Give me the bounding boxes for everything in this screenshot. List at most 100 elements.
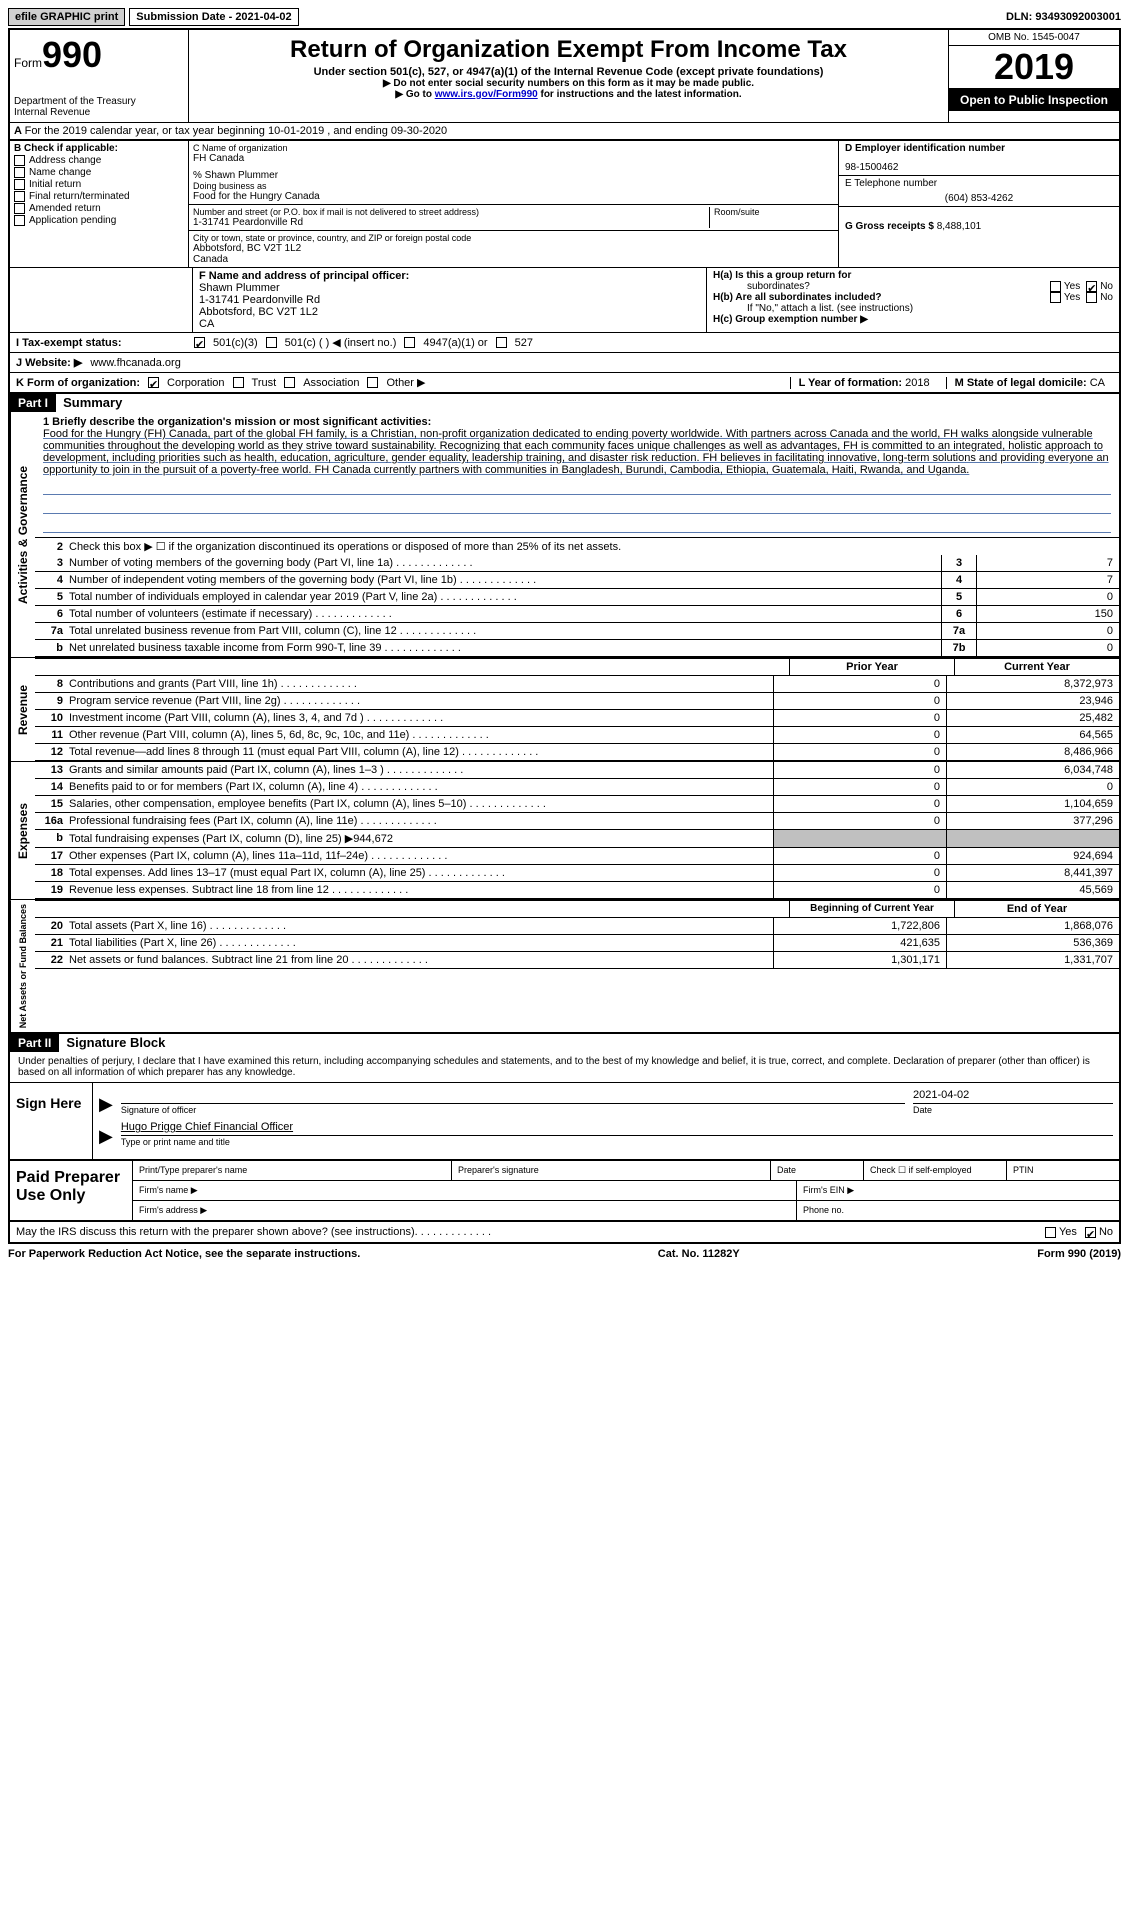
officer-h-row: F Name and address of principal officer:… <box>8 267 1121 332</box>
summary-line: 7aTotal unrelated business revenue from … <box>35 623 1119 640</box>
country: Canada <box>193 254 834 265</box>
corp-checkbox[interactable] <box>148 377 159 388</box>
form-header: Form990 Department of the Treasury Inter… <box>8 28 1121 122</box>
phone: (604) 853-4262 <box>845 193 1113 204</box>
form-subtitle: Under section 501(c), 527, or 4947(a)(1)… <box>193 66 944 78</box>
other-checkbox[interactable] <box>367 377 378 388</box>
ein: 98-1500462 <box>845 162 1113 173</box>
part1-title: Summary <box>63 395 122 410</box>
hb-no-checkbox[interactable] <box>1086 292 1097 303</box>
prep-name-label: Print/Type preparer's name <box>133 1161 452 1180</box>
tax-status-row: I Tax-exempt status: 501(c)(3) 501(c) ( … <box>8 332 1121 352</box>
sig-date-value: 2021-04-02 <box>913 1089 1113 1103</box>
entity-grid: B Check if applicable: Address change Na… <box>8 139 1121 267</box>
omb-number: OMB No. 1545-0047 <box>949 30 1119 46</box>
form-title: Return of Organization Exempt From Incom… <box>193 36 944 64</box>
submission-date: Submission Date - 2021-04-02 <box>129 8 298 26</box>
financial-line: 14Benefits paid to or for members (Part … <box>35 779 1119 796</box>
summary-line: 3Number of voting members of the governi… <box>35 555 1119 572</box>
part2-title: Signature Block <box>66 1035 165 1050</box>
financial-line: 11Other revenue (Part VIII, column (A), … <box>35 727 1119 744</box>
officer-name-title: Hugo Prigge Chief Financial Officer <box>121 1121 1113 1135</box>
discuss-no-checkbox[interactable] <box>1085 1227 1096 1238</box>
part1-header-row: Part I Summary <box>8 394 1121 412</box>
ha-no-checkbox[interactable] <box>1086 281 1097 292</box>
dba-name: Food for the Hungry Canada <box>193 191 834 202</box>
sig-arrow-icon: ▶ <box>99 1094 113 1115</box>
initial-return-checkbox[interactable] <box>14 179 25 190</box>
financial-line: 17Other expenses (Part IX, column (A), l… <box>35 848 1119 865</box>
boy-header: Beginning of Current Year <box>789 901 954 917</box>
org-name: FH Canada <box>193 153 834 164</box>
officer-addr1: 1-31741 Peardonville Rd <box>199 294 700 306</box>
financial-line: 13Grants and similar amounts paid (Part … <box>35 762 1119 779</box>
4947-checkbox[interactable] <box>404 337 415 348</box>
org-name-label: C Name of organization <box>193 143 834 153</box>
summary-line: 6Total number of volunteers (estimate if… <box>35 606 1119 623</box>
street-label: Number and street (or P.O. box if mail i… <box>193 207 709 217</box>
financial-line: 22Net assets or fund balances. Subtract … <box>35 952 1119 969</box>
hb-note: If "No," attach a list. (see instruction… <box>713 303 1113 314</box>
ag-vlabel: Activities & Governance <box>10 412 35 657</box>
assoc-checkbox[interactable] <box>284 377 295 388</box>
mission-text: Food for the Hungry (FH) Canada, part of… <box>43 428 1111 476</box>
tax-year-line: A For the 2019 calendar year, or tax yea… <box>8 122 1121 139</box>
financial-line: 19Revenue less expenses. Subtract line 1… <box>35 882 1119 899</box>
prior-year-header: Prior Year <box>789 659 954 675</box>
city: Abbotsford, BC V2T 1L2 <box>193 243 834 254</box>
501c3-checkbox[interactable] <box>194 337 205 348</box>
year-formation: 2018 <box>905 377 929 389</box>
firm-ein-label: Firm's EIN ▶ <box>797 1181 1119 1200</box>
financial-line: 16aProfessional fundraising fees (Part I… <box>35 813 1119 830</box>
eoy-header: End of Year <box>954 901 1119 917</box>
bottom-line: For Paperwork Reduction Act Notice, see … <box>8 1244 1121 1264</box>
prep-sig-label: Preparer's signature <box>452 1161 771 1180</box>
sig-arrow-icon-2: ▶ <box>99 1126 113 1147</box>
irs-link[interactable]: www.irs.gov/Form990 <box>435 89 538 100</box>
open-inspection: Open to Public Inspection <box>949 89 1119 111</box>
financial-line: 15Salaries, other compensation, employee… <box>35 796 1119 813</box>
goto-note: ▶ Go to www.irs.gov/Form990 for instruct… <box>193 89 944 100</box>
ein-label: D Employer identification number <box>845 143 1113 154</box>
gross-receipts: 8,488,101 <box>937 221 982 232</box>
address-change-checkbox[interactable] <box>14 155 25 166</box>
website-row: J Website: ▶ www.fhcanada.org <box>8 352 1121 372</box>
firm-name-label: Firm's name ▶ <box>133 1181 797 1200</box>
discuss-yes-checkbox[interactable] <box>1045 1227 1056 1238</box>
dept-treasury: Department of the Treasury <box>14 96 184 107</box>
officer-addr3: CA <box>199 318 700 330</box>
prep-date-label: Date <box>771 1161 864 1180</box>
trust-checkbox[interactable] <box>233 377 244 388</box>
final-return-checkbox[interactable] <box>14 191 25 202</box>
q2-text: Check this box ▶ ☐ if the organization d… <box>69 538 1119 555</box>
sign-here-label: Sign Here <box>10 1083 93 1159</box>
part1-header: Part I <box>10 394 56 412</box>
form-version: Form 990 (2019) <box>1037 1248 1121 1260</box>
amended-return-checkbox[interactable] <box>14 203 25 214</box>
irs-label: Internal Revenue <box>14 107 184 118</box>
form-number: Form990 <box>14 34 184 76</box>
netassets-section: Net Assets or Fund Balances Beginning of… <box>8 899 1121 1034</box>
care-of: % Shawn Plummer <box>193 170 834 181</box>
k-row: K Form of organization: Corporation Trus… <box>8 372 1121 394</box>
gross-receipts-label: G Gross receipts $ <box>845 221 934 232</box>
financial-line: 12Total revenue—add lines 8 through 11 (… <box>35 744 1119 761</box>
sig-officer-label: Signature of officer <box>121 1103 905 1115</box>
phone-label: E Telephone number <box>845 178 1113 189</box>
financial-line: 9Program service revenue (Part VIII, lin… <box>35 693 1119 710</box>
dln: DLN: 93493092003001 <box>1006 11 1121 23</box>
application-pending-checkbox[interactable] <box>14 215 25 226</box>
hb-yes-checkbox[interactable] <box>1050 292 1061 303</box>
financial-line: 10Investment income (Part VIII, column (… <box>35 710 1119 727</box>
efile-print-label[interactable]: efile GRAPHIC print <box>8 8 125 26</box>
name-change-checkbox[interactable] <box>14 167 25 178</box>
activities-governance-section: Activities & Governance 1 Briefly descri… <box>8 412 1121 657</box>
paid-prep-label: Paid Preparer Use Only <box>10 1161 133 1220</box>
501c-checkbox[interactable] <box>266 337 277 348</box>
financial-line: bTotal fundraising expenses (Part IX, co… <box>35 830 1119 848</box>
city-label: City or town, state or province, country… <box>193 233 834 243</box>
527-checkbox[interactable] <box>496 337 507 348</box>
ha-yes-checkbox[interactable] <box>1050 281 1061 292</box>
officer-label: F Name and address of principal officer: <box>199 270 700 282</box>
signature-section: Under penalties of perjury, I declare th… <box>8 1052 1121 1161</box>
